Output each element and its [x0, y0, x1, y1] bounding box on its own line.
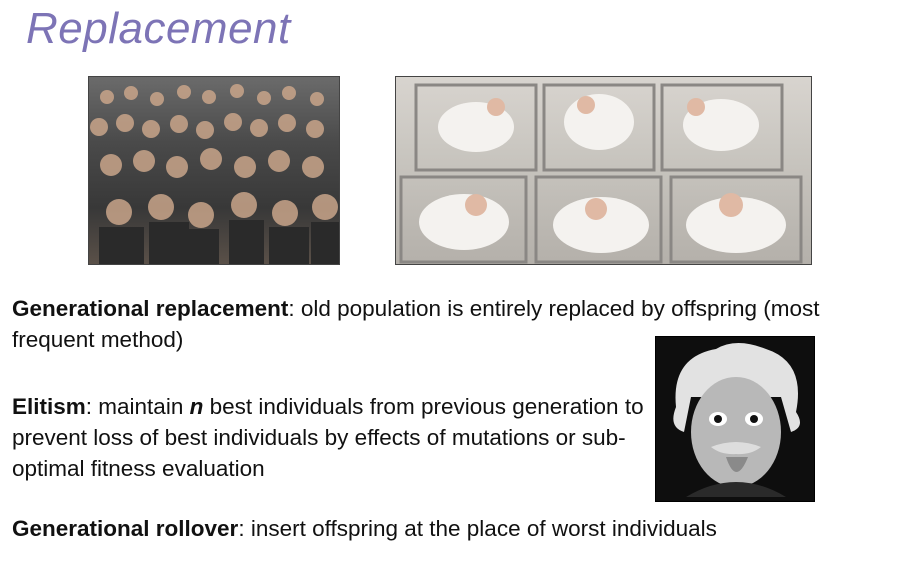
nursery-babies-photo	[395, 76, 812, 265]
generational-rollover-paragraph: Generational rollover: insert offspring …	[12, 513, 892, 544]
slide-title: Replacement	[26, 4, 291, 53]
einstein-illustration	[673, 343, 800, 497]
elitism-n: n	[189, 394, 204, 419]
elitism-paragraph: Elitism: maintain n best individuals fro…	[12, 391, 652, 484]
elitism-text-a: : maintain	[85, 394, 190, 419]
nursery-illustration	[399, 83, 803, 264]
crowd-photo	[88, 76, 340, 265]
generational-replacement-paragraph: Generational replacement: old population…	[12, 293, 892, 355]
generational-replacement-text: : old population is entirely replaced by…	[12, 296, 820, 352]
crowd-illustration	[90, 84, 339, 264]
einstein-tongue-photo	[655, 336, 815, 502]
generational-rollover-term: Generational rollover	[12, 516, 239, 541]
generational-replacement-term: Generational replacement	[12, 296, 289, 321]
generational-rollover-text: : insert offspring at the place of worst…	[238, 516, 717, 541]
elitism-term: Elitism	[12, 394, 86, 419]
elitism-text-b: best individuals from previous generatio…	[12, 394, 644, 481]
